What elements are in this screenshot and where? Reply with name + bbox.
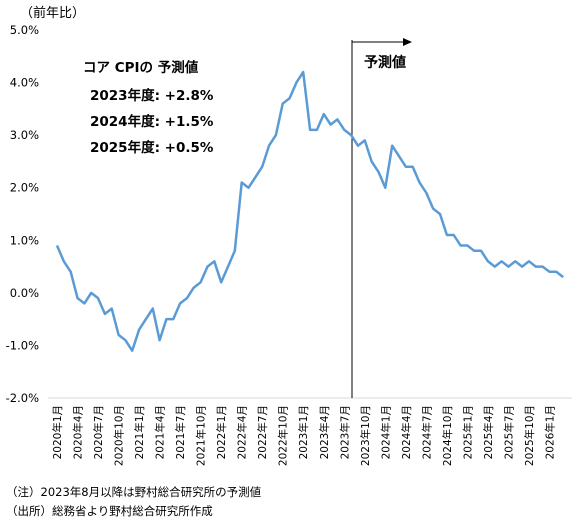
y-tick-label: 0.0%: [10, 286, 39, 300]
x-tick-label: 2022年7月: [256, 405, 269, 459]
forecast-arrow-head: [403, 38, 412, 46]
x-tick-label: 2021年10月: [195, 405, 208, 466]
annotation-fy2023: 2023年度: +2.8%: [90, 88, 214, 104]
note-source: （出所）総務省より野村総合研究所作成: [6, 504, 213, 518]
y-tick-label: -1.0%: [6, 338, 39, 352]
y-tick-label: 3.0%: [10, 128, 39, 142]
x-tick-label: 2024年10月: [441, 405, 454, 466]
x-tick-label: 2020年7月: [92, 405, 105, 459]
x-tick-label: 2024年1月: [379, 405, 392, 459]
annotation-fy2025: 2025年度: +0.5%: [90, 140, 214, 156]
x-tick-label: 2022年10月: [277, 405, 290, 466]
x-tick-label: 2021年4月: [154, 405, 167, 459]
x-tick-label: 2020年10月: [113, 405, 126, 466]
x-tick-label: 2025年4月: [482, 405, 495, 459]
x-tick-label: 2020年4月: [72, 405, 85, 459]
x-tick-label: 2023年10月: [359, 405, 372, 466]
x-tick-label: 2025年10月: [523, 405, 536, 466]
x-tick-label: 2020年1月: [51, 405, 64, 459]
x-tick-labels: 2020年1月 2020年4月 2020年7月 2020年10月 2021年1月 2021…: [51, 405, 556, 466]
x-tick-label: 2026年1月: [543, 405, 556, 459]
y-tick-label: -2.0%: [6, 391, 39, 405]
x-tick-label: 2024年7月: [420, 405, 433, 459]
y-tick-labels: 5.0% 4.0% 3.0% 2.0% 1.0% 0.0% -1.0% -2.0%: [6, 23, 39, 405]
x-tick-label: 2023年1月: [297, 405, 310, 459]
x-tick-label: 2023年7月: [338, 405, 351, 459]
x-tick-label: 2025年1月: [461, 405, 474, 459]
x-tick-label: 2021年1月: [133, 405, 146, 459]
y-tick-label: 4.0%: [10, 76, 39, 90]
x-tick-label: 2023年4月: [318, 405, 331, 459]
annotation-fy2024: 2024年度: +1.5%: [90, 114, 214, 130]
y-axis-unit-label: （前年比）: [20, 5, 85, 21]
x-tick-label: 2024年4月: [400, 405, 413, 459]
forecast-label: 予測値: [364, 54, 406, 71]
y-tick-label: 1.0%: [10, 233, 39, 247]
x-tick-label: 2022年4月: [236, 405, 249, 459]
y-tick-label: 2.0%: [10, 181, 39, 195]
x-tick-label: 2021年7月: [174, 405, 187, 459]
annotation-heading: コア CPIの 予測値: [83, 60, 199, 76]
y-tick-label: 5.0%: [10, 23, 39, 37]
note-forecast: （注）2023年8月以降は野村総合研究所の予測値: [6, 485, 262, 499]
series-line-core-cpi: [55, 70, 564, 352]
x-tick-label: 2022年1月: [215, 405, 228, 459]
x-tick-label: 2025年7月: [502, 405, 515, 459]
